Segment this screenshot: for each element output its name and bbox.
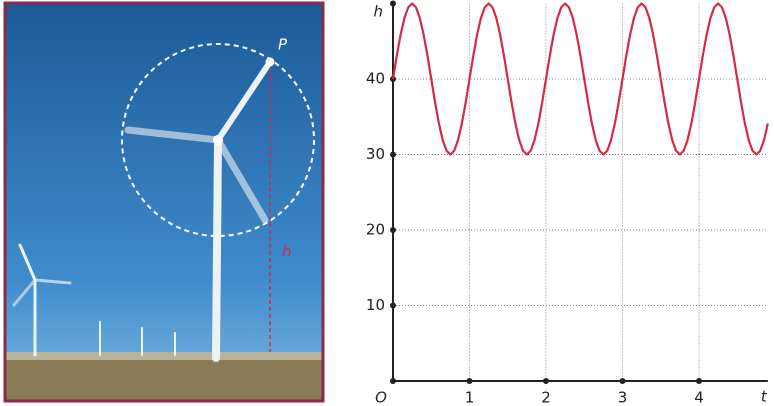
figure: P h 10 20 30 40 1 2 3 4 h t O bbox=[0, 0, 774, 406]
axis-end bbox=[390, 1, 396, 7]
origin bbox=[390, 378, 396, 384]
y-tick-mark bbox=[390, 227, 396, 233]
photo: P h bbox=[5, 3, 323, 401]
x-tick-mark bbox=[543, 378, 549, 384]
y-tick-label: 20 bbox=[366, 221, 385, 239]
x-tick-mark bbox=[620, 378, 626, 384]
point-label: P bbox=[278, 36, 288, 54]
y-tick-mark bbox=[390, 152, 396, 158]
x-tick-label: 3 bbox=[618, 389, 628, 406]
y-tick-label: 30 bbox=[366, 145, 385, 163]
x-tick-mark bbox=[696, 378, 702, 384]
x-tick-label: 4 bbox=[694, 389, 704, 406]
y-tick-mark bbox=[390, 303, 396, 309]
y-tick-label: 10 bbox=[366, 296, 385, 314]
x-tick-mark bbox=[467, 378, 473, 384]
x-axis-label: t bbox=[761, 388, 768, 406]
y-axis-label: h bbox=[373, 3, 383, 21]
origin-label: O bbox=[375, 389, 387, 406]
y-tick-label: 40 bbox=[366, 70, 385, 88]
x-tick-label: 1 bbox=[465, 389, 475, 406]
height-label: h bbox=[282, 243, 292, 261]
x-tick-label: 2 bbox=[541, 389, 551, 406]
